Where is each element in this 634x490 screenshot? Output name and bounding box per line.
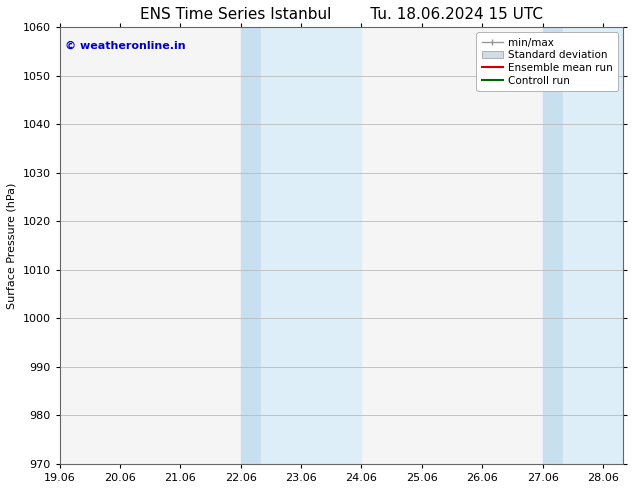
Bar [261,27,361,464]
Bar [241,27,261,464]
Bar [562,27,623,464]
Text: © weatheronline.in: © weatheronline.in [65,40,186,50]
Bar [543,27,562,464]
Legend: min/max, Standard deviation, Ensemble mean run, Controll run: min/max, Standard deviation, Ensemble me… [477,32,618,91]
Title: ENS Time Series Istanbul        Tu. 18.06.2024 15 UTC: ENS Time Series Istanbul Tu. 18.06.2024 … [139,7,543,22]
Y-axis label: Surface Pressure (hPa): Surface Pressure (hPa) [7,182,17,309]
